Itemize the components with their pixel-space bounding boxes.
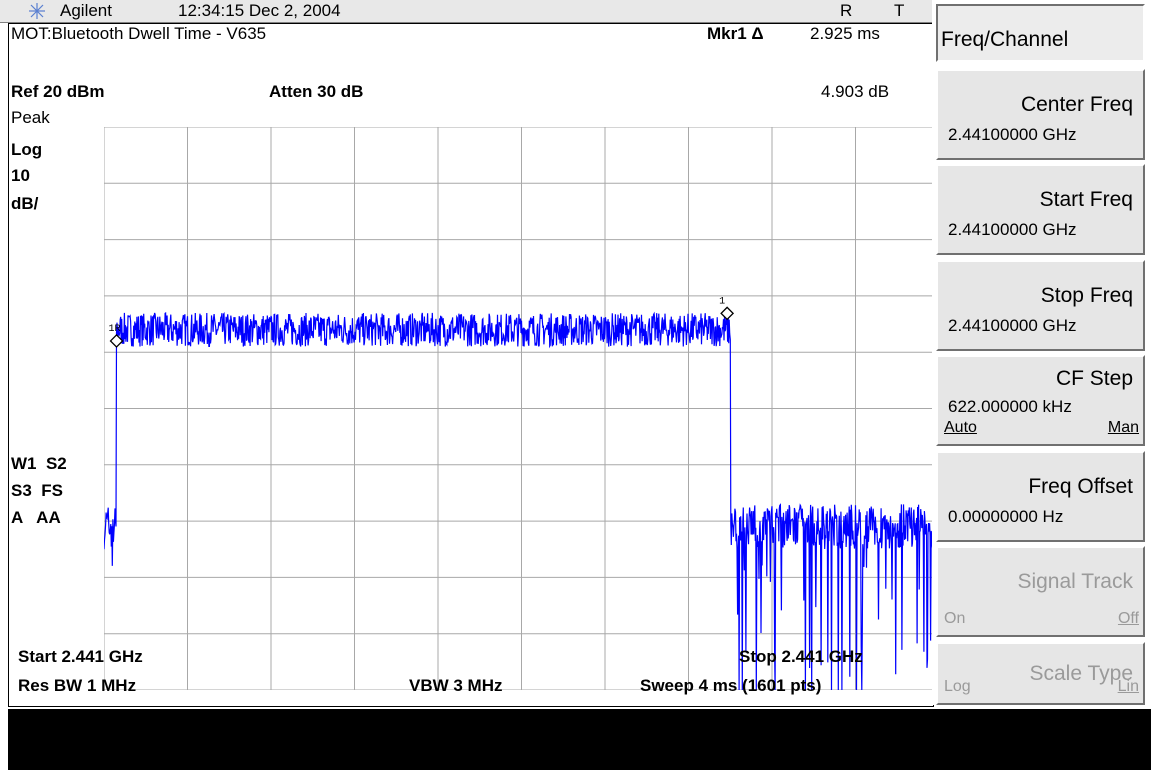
signal-track-on: On <box>944 610 966 627</box>
remote-indicator: R <box>840 1 853 20</box>
annotation-line-1: W1 S2 <box>11 454 67 473</box>
brand-name: Agilent <box>60 1 112 20</box>
resolution-bandwidth: Res BW 1 MHz <box>18 676 137 695</box>
trigger-indicator: T <box>894 1 905 20</box>
sweep-time: Sweep 4 ms (1601 pts) <box>640 676 822 695</box>
marker-label: Mkr1 Δ <box>707 24 764 43</box>
start-freq-key[interactable]: Start Freq 2.44100000 GHz <box>936 164 1145 255</box>
annotation-line-3: A AA <box>11 508 61 527</box>
marker-ref-diamond <box>109 334 124 348</box>
marker-ref-diamond-tag: 1R <box>109 324 121 335</box>
softkey-panel: Freq/Channel Center Freq 2.44100000 GHz … <box>932 0 1151 705</box>
analyzer-screen: MOT:Bluetooth Dwell Time - V635 Mkr1 Δ 2… <box>8 23 939 707</box>
start-frequency: Start 2.441 GHz <box>18 647 143 666</box>
center-freq-key[interactable]: Center Freq 2.44100000 GHz <box>936 69 1145 160</box>
freq-offset-value: 0.00000000 Hz <box>948 507 1064 526</box>
marker-delta-diamond-tag: 1 <box>719 296 725 307</box>
stop-freq-value: 2.44100000 GHz <box>948 316 1077 335</box>
freq-offset-label: Freq Offset <box>1028 475 1133 498</box>
trace-line <box>104 311 939 690</box>
screen-title: MOT:Bluetooth Dwell Time - V635 <box>11 24 267 43</box>
message-bar <box>8 709 1151 770</box>
freq-offset-key[interactable]: Freq Offset 0.00000000 Hz <box>936 451 1145 542</box>
start-freq-label: Start Freq <box>1039 188 1133 211</box>
video-bandwidth: VBW 3 MHz <box>409 676 503 695</box>
date-time: 12:34:15 Dec 2, 2004 <box>178 1 341 20</box>
menu-title: Freq/Channel <box>936 4 1145 62</box>
cf-step-value: 622.000000 kHz <box>948 397 1072 416</box>
attenuation: Atten 30 dB <box>269 82 364 101</box>
marker-delta-diamond <box>720 306 735 321</box>
cf-step-man: Man <box>1107 419 1139 436</box>
signal-track-label: Signal Track <box>1017 570 1133 593</box>
scale-value-label: 10 <box>11 166 30 185</box>
stop-freq-label: Stop Freq <box>1040 284 1133 307</box>
scale-type-key-label: Scale Type <box>1029 662 1133 685</box>
signal-track-key[interactable]: Signal Track On Off <box>936 546 1145 637</box>
menu-title-label: Freq/Channel <box>941 28 1069 51</box>
scale-type-label: Log <box>11 140 43 159</box>
agilent-spark-icon <box>29 3 45 19</box>
markers: 1R 1 <box>109 296 735 348</box>
cf-step-key[interactable]: CF Step 622.000000 kHz Auto Man <box>936 355 1145 446</box>
detector-label: Peak <box>11 108 50 127</box>
graticule <box>104 127 939 690</box>
spectrum-plot: 1R 1 <box>104 127 939 690</box>
scale-unit-label: dB/ <box>11 194 39 213</box>
marker-time: 2.925 ms <box>810 24 880 43</box>
stop-freq-key[interactable]: Stop Freq 2.44100000 GHz <box>936 260 1145 351</box>
start-freq-value: 2.44100000 GHz <box>948 220 1077 239</box>
annotation-line-2: S3 FS <box>11 481 63 500</box>
cf-step-auto: Auto <box>944 419 977 436</box>
scale-type-lin: Lin <box>1117 678 1139 695</box>
cf-step-label: CF Step <box>1055 367 1133 390</box>
scale-type-key[interactable]: Scale Type Log Lin <box>936 642 1145 705</box>
signal-track-off: Off <box>1117 610 1139 627</box>
center-freq-value: 2.44100000 GHz <box>948 125 1077 144</box>
center-freq-label: Center Freq <box>1020 93 1133 116</box>
ref-level: Ref 20 dBm <box>11 82 105 101</box>
stop-frequency: Stop 2.441 GHz <box>739 647 863 666</box>
status-bar: Agilent 12:34:15 Dec 2, 2004 R T <box>0 0 932 23</box>
scale-type-log: Log <box>944 678 971 695</box>
marker-level: 4.903 dB <box>821 82 890 101</box>
